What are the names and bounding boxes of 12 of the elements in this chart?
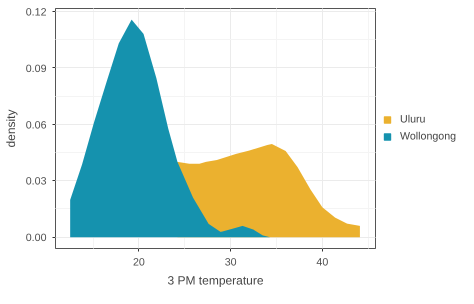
y-tick-label: 0.00 <box>26 232 47 244</box>
x-axis-title: 3 PM temperature <box>167 274 264 288</box>
y-tick-label: 0.06 <box>26 119 47 132</box>
legend-label: Uluru <box>400 114 426 126</box>
y-tick-label: 0.03 <box>26 176 47 188</box>
x-tick-label: 40 <box>316 256 328 268</box>
legend-label: Wollongong <box>400 130 456 142</box>
y-tick-label: 0.12 <box>26 6 47 18</box>
x-tick-label: 30 <box>224 256 237 268</box>
y-axis-title: density <box>4 109 18 148</box>
y-tick-label: 0.09 <box>26 62 47 75</box>
x-tick-label: 20 <box>133 256 145 268</box>
